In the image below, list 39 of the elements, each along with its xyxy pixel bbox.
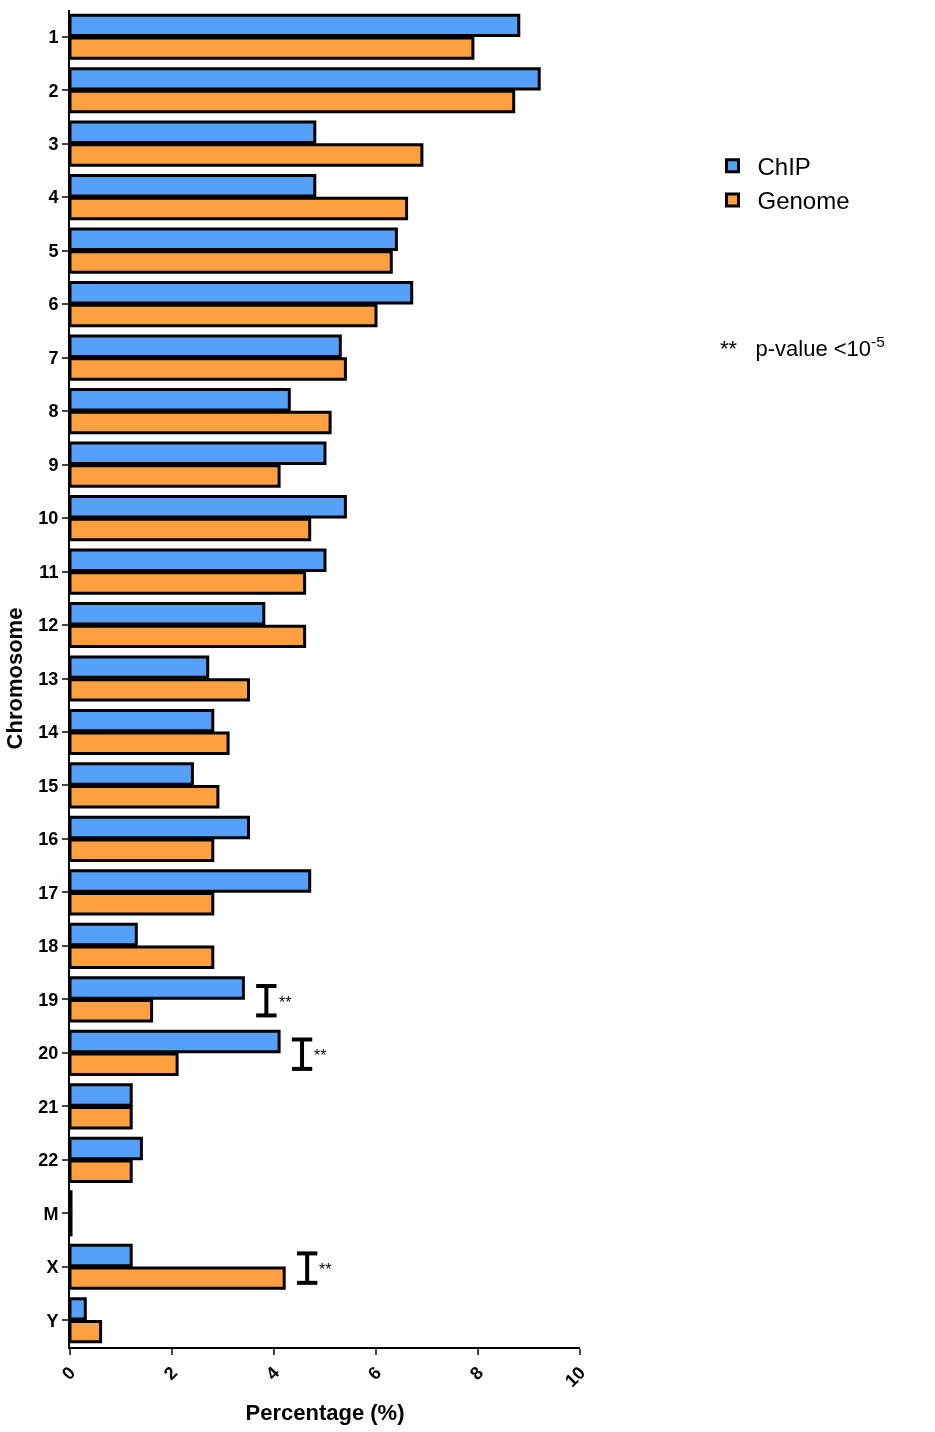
y-tick-label: 9 [48,454,59,475]
x-tick-label: 0 [57,1362,80,1384]
y-axis-title: Chromosome [1,607,27,750]
annotation: ** [319,1261,332,1278]
y-tick-label: 12 [38,615,59,636]
y-tick-label: Y [46,1310,59,1331]
x-tick-label: 4 [261,1362,284,1384]
y-tick-label: 19 [38,989,59,1010]
y-tick-label: 5 [48,240,59,261]
y-tick-label: 3 [48,134,59,154]
x-tick-label: 2 [159,1362,182,1384]
y-tick-label: 10 [38,508,59,529]
annotation: ** [314,1047,327,1064]
y-tick-label: 6 [48,294,59,315]
y-tick-label: 17 [38,882,59,903]
x-tick-label: 10 [560,1362,590,1391]
y-tick-label: X [46,1257,59,1278]
y-tick-label: 13 [38,668,59,689]
y-tick-label: 4 [48,187,59,208]
y-tick-label: 11 [39,561,59,582]
x-axis-title: Percentage (%) [245,1400,405,1426]
y-tick-label: 15 [38,775,59,796]
x-tick-label: 8 [465,1362,488,1384]
y-tick-label: 21 [38,1096,59,1117]
y-tick-label: 16 [38,829,59,850]
y-tick-label: 22 [38,1150,59,1171]
y-tick-label: 18 [38,936,59,957]
y-tick-label: 7 [48,347,59,368]
text: ** p-value <10$^{-5}$ [720,333,885,362]
y-tick-label: 8 [48,401,59,422]
legend-label: ChIP [757,153,811,181]
y-tick-label: M [43,1203,59,1224]
y-tick-label: 14 [38,722,59,743]
annotation: ** [279,994,292,1011]
x-tick-label: 6 [363,1362,386,1384]
y-tick-label: 1 [48,27,59,48]
y-tick-label: 20 [38,1043,59,1064]
legend-label: Genome [757,187,850,215]
y-tick-label: 2 [48,80,59,101]
